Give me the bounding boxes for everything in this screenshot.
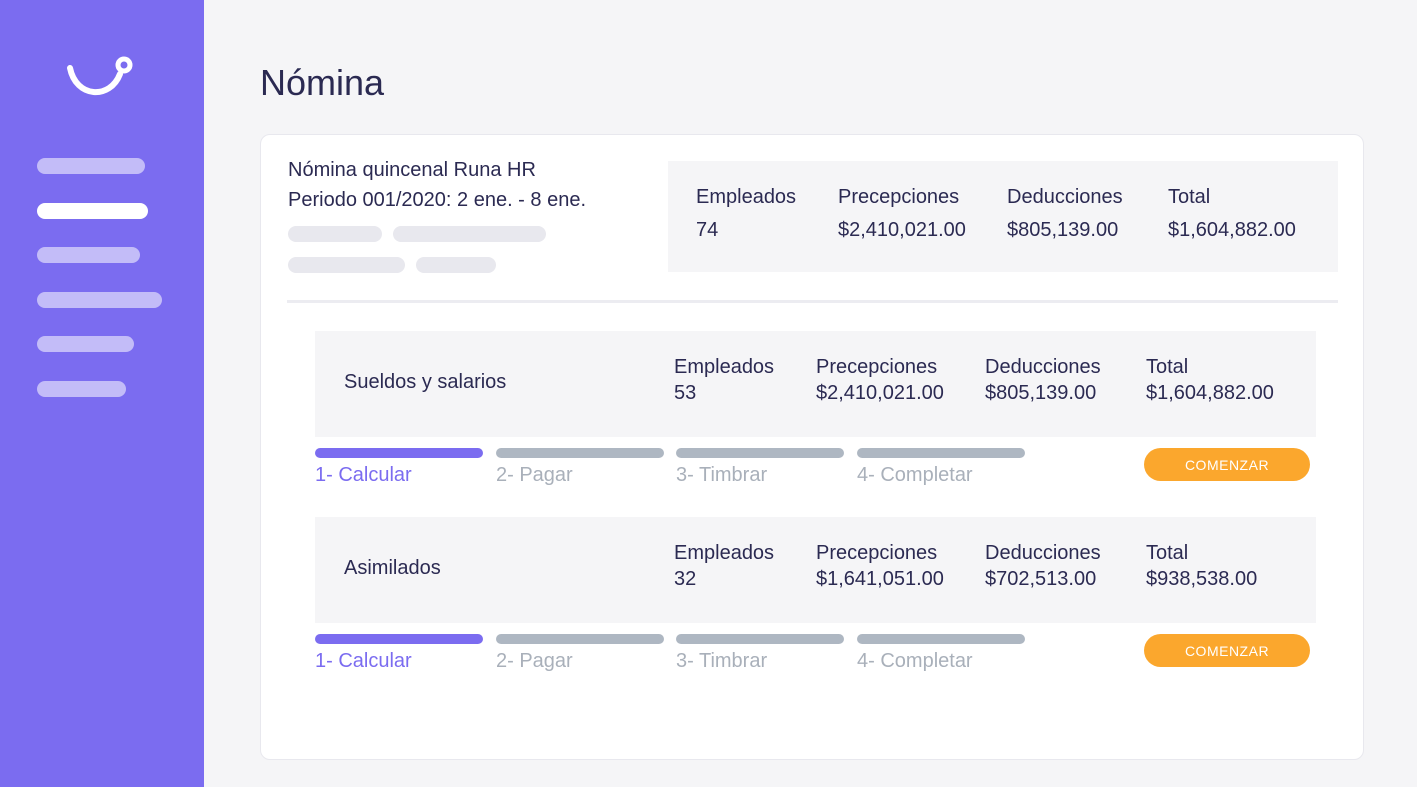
payrun-deductions-label: Deducciones <box>985 542 1101 564</box>
payrun-name: Sueldos y salarios <box>344 371 507 393</box>
payrun-steps: 1- Calcular 2- Pagar 3- Timbrar 4- Compl… <box>315 634 1316 684</box>
sidebar <box>0 0 204 787</box>
summary-total-value: $1,604,882.00 <box>1168 219 1296 241</box>
sidebar-item-4[interactable] <box>37 292 162 308</box>
skeleton-placeholder <box>393 226 546 242</box>
step-progress-bar <box>496 634 664 644</box>
step-pagar[interactable]: 2- Pagar <box>496 448 664 487</box>
payrun-name: Asimilados <box>344 557 441 579</box>
step-label: 3- Timbrar <box>676 650 768 672</box>
summary-total-label: Total <box>1168 186 1211 208</box>
summary-perceptions-label: Precepciones <box>838 186 960 208</box>
step-label: 4- Completar <box>857 464 973 486</box>
sidebar-item-3[interactable] <box>37 247 140 263</box>
step-label: 1- Calcular <box>315 650 412 672</box>
payrun-employees-value: 32 <box>674 568 697 590</box>
summary-employees-value: 74 <box>696 219 719 241</box>
payrun-asimilados: Asimilados Empleados 32 Precepciones $1,… <box>315 517 1316 623</box>
payrun-perceptions-value: $2,410,021.00 <box>816 382 944 404</box>
payrun-perceptions-label: Precepciones <box>816 356 938 378</box>
payrun-deductions: Deducciones $805,139.00 <box>985 356 1101 405</box>
payrun-total-label: Total <box>1146 542 1189 564</box>
payrun-steps: 1- Calcular 2- Pagar 3- Timbrar 4- Compl… <box>315 448 1316 498</box>
sidebar-item-5[interactable] <box>37 336 134 352</box>
payrun-perceptions-label: Precepciones <box>816 542 938 564</box>
period-summary: Empleados 74 Precepciones $2,410,021.00 … <box>668 161 1338 272</box>
payrun-total-value: $1,604,882.00 <box>1146 382 1274 404</box>
summary-perceptions: Precepciones $2,410,021.00 <box>838 186 966 242</box>
sidebar-item-2-active[interactable] <box>37 203 148 219</box>
summary-employees-label: Empleados <box>696 186 797 208</box>
step-progress-bar <box>676 448 844 458</box>
sidebar-item-1[interactable] <box>37 158 145 174</box>
summary-total: Total $1,604,882.00 <box>1168 186 1296 242</box>
comenzar-button[interactable]: COMENZAR <box>1144 448 1310 481</box>
payrun-perceptions: Precepciones $1,641,051.00 <box>816 542 944 591</box>
payrun-employees: Empleados 53 <box>674 356 774 405</box>
summary-deductions: Deducciones $805,139.00 <box>1007 186 1123 242</box>
step-completar[interactable]: 4- Completar <box>857 448 1025 487</box>
payrun-deductions-label: Deducciones <box>985 356 1101 378</box>
summary-deductions-value: $805,139.00 <box>1007 219 1119 241</box>
step-progress-bar <box>857 448 1025 458</box>
payrun-total: Total $938,538.00 <box>1146 542 1257 591</box>
payrun-deductions-value: $805,139.00 <box>985 382 1097 404</box>
payrun-perceptions-value: $1,641,051.00 <box>816 568 944 590</box>
sidebar-item-6[interactable] <box>37 381 126 397</box>
step-progress-bar <box>857 634 1025 644</box>
payrun-deductions: Deducciones $702,513.00 <box>985 542 1101 591</box>
step-label: 3- Timbrar <box>676 464 768 486</box>
comenzar-button[interactable]: COMENZAR <box>1144 634 1310 667</box>
step-progress-bar <box>315 634 483 644</box>
summary-deductions-label: Deducciones <box>1007 186 1123 208</box>
payrun-employees-label: Empleados <box>674 542 775 564</box>
step-progress-bar <box>315 448 483 458</box>
step-calcular[interactable]: 1- Calcular <box>315 448 483 487</box>
summary-employees: Empleados 74 <box>696 186 796 242</box>
summary-perceptions-value: $2,410,021.00 <box>838 219 966 241</box>
step-timbrar[interactable]: 3- Timbrar <box>676 448 844 487</box>
divider <box>287 300 1338 303</box>
payroll-card: Nómina quincenal Runa HR Periodo 001/202… <box>260 134 1364 760</box>
payrun-sueldos: Sueldos y salarios Empleados 53 Precepci… <box>315 331 1316 437</box>
step-label: 1- Calcular <box>315 464 412 486</box>
payrun-perceptions: Precepciones $2,410,021.00 <box>816 356 944 405</box>
step-label: 4- Completar <box>857 650 973 672</box>
period-range: Periodo 001/2020: 2 ene. - 8 ene. <box>288 189 587 211</box>
payrun-employees: Empleados 32 <box>674 542 774 591</box>
skeleton-placeholder <box>288 226 382 242</box>
payrun-employees-label: Empleados <box>674 356 775 378</box>
step-pagar[interactable]: 2- Pagar <box>496 634 664 673</box>
skeleton-placeholder <box>288 257 405 273</box>
payrun-deductions-value: $702,513.00 <box>985 568 1097 590</box>
payrun-total-value: $938,538.00 <box>1146 568 1258 590</box>
step-completar[interactable]: 4- Completar <box>857 634 1025 673</box>
payrun-total: Total $1,604,882.00 <box>1146 356 1274 405</box>
runa-smile-logo-icon[interactable] <box>66 54 136 104</box>
step-timbrar[interactable]: 3- Timbrar <box>676 634 844 673</box>
payrun-employees-value: 53 <box>674 382 697 404</box>
step-progress-bar <box>676 634 844 644</box>
step-calcular[interactable]: 1- Calcular <box>315 634 483 673</box>
payrun-total-label: Total <box>1146 356 1189 378</box>
period-name: Nómina quincenal Runa HR <box>288 159 536 181</box>
step-progress-bar <box>496 448 664 458</box>
step-label: 2- Pagar <box>496 650 573 672</box>
step-label: 2- Pagar <box>496 464 573 486</box>
page-title: Nómina <box>260 62 385 103</box>
skeleton-placeholder <box>416 257 496 273</box>
